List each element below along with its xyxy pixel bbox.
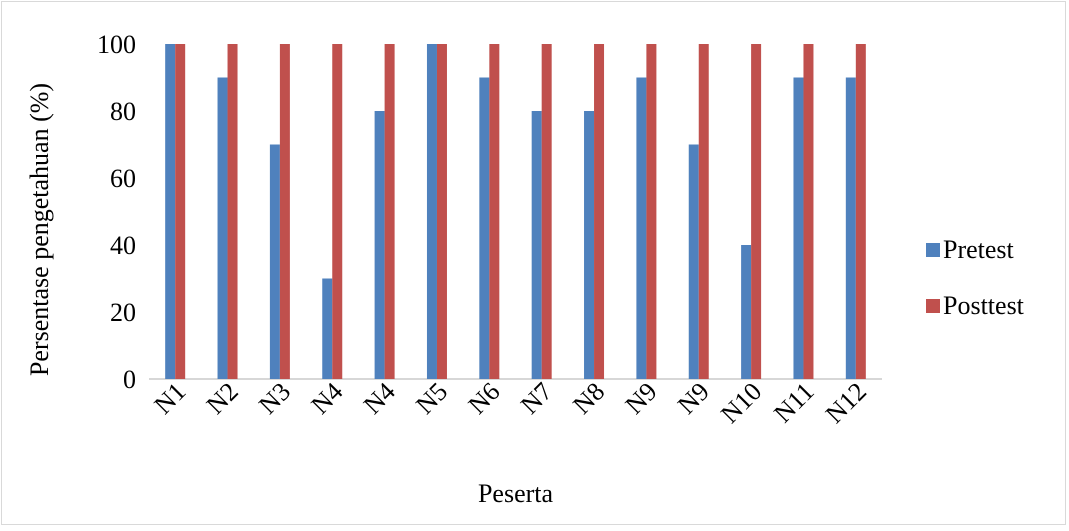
y-tick-label: 80 xyxy=(110,97,136,126)
x-tick-label: N8 xyxy=(567,377,610,420)
x-tick-label: N7 xyxy=(515,377,558,420)
x-tick-label: N5 xyxy=(410,377,453,420)
x-tick-label: N6 xyxy=(463,377,506,420)
x-tick-label: N1 xyxy=(148,377,191,420)
x-tick-label: N9 xyxy=(620,377,663,420)
y-tick-label: 40 xyxy=(110,231,136,260)
legend-label-posttest: Posttest xyxy=(943,291,1025,320)
bar-posttest-2 xyxy=(227,44,238,379)
bar-pretest-6 xyxy=(426,44,437,379)
bars xyxy=(165,44,866,379)
y-axis-title: Persentase pengetahuan (%) xyxy=(25,83,54,376)
x-tick-label: N4 xyxy=(358,377,401,420)
bar-pretest-2 xyxy=(217,77,228,379)
bar-pretest-10 xyxy=(636,77,647,379)
bar-posttest-12 xyxy=(751,44,762,379)
y-tick-label: 60 xyxy=(110,164,136,193)
x-tick-label: N4 xyxy=(306,377,349,420)
bar-pretest-3 xyxy=(269,144,280,379)
bar-pretest-1 xyxy=(165,44,176,379)
bar-pretest-13 xyxy=(793,77,804,379)
x-tick-label: N2 xyxy=(201,377,244,420)
bar-posttest-8 xyxy=(541,44,552,379)
bar-posttest-1 xyxy=(175,44,186,379)
x-tick-label: N11 xyxy=(768,377,819,428)
bar-posttest-11 xyxy=(698,44,709,379)
bar-posttest-13 xyxy=(803,44,814,379)
bar-posttest-14 xyxy=(855,44,866,379)
bar-pretest-9 xyxy=(584,111,595,379)
legend-label-pretest: Pretest xyxy=(943,235,1015,264)
legend-swatch-posttest xyxy=(926,299,940,313)
y-tick-label: 20 xyxy=(110,298,136,327)
bar-posttest-3 xyxy=(279,44,290,379)
x-tick-label: N12 xyxy=(820,377,872,429)
bar-pretest-11 xyxy=(688,144,699,379)
x-tick-label: N9 xyxy=(672,377,715,420)
bar-posttest-4 xyxy=(332,44,343,379)
bar-posttest-6 xyxy=(436,44,447,379)
x-axis-title: Peserta xyxy=(478,479,554,508)
x-tick-label: N10 xyxy=(715,377,767,429)
bar-pretest-14 xyxy=(845,77,856,379)
bar-posttest-10 xyxy=(646,44,657,379)
legend-swatch-pretest xyxy=(926,243,940,257)
bar-pretest-8 xyxy=(531,111,542,379)
bar-posttest-5 xyxy=(384,44,395,379)
legend: Pretest Posttest xyxy=(926,235,1025,320)
bar-pretest-7 xyxy=(479,77,490,379)
bar-pretest-4 xyxy=(322,278,333,379)
bar-posttest-7 xyxy=(489,44,500,379)
x-tick-label: N3 xyxy=(253,377,296,420)
bar-pretest-12 xyxy=(741,245,752,379)
bar-posttest-9 xyxy=(594,44,605,379)
y-tick-label: 100 xyxy=(97,30,136,59)
bar-pretest-5 xyxy=(374,111,385,379)
y-tick-label: 0 xyxy=(123,365,136,394)
